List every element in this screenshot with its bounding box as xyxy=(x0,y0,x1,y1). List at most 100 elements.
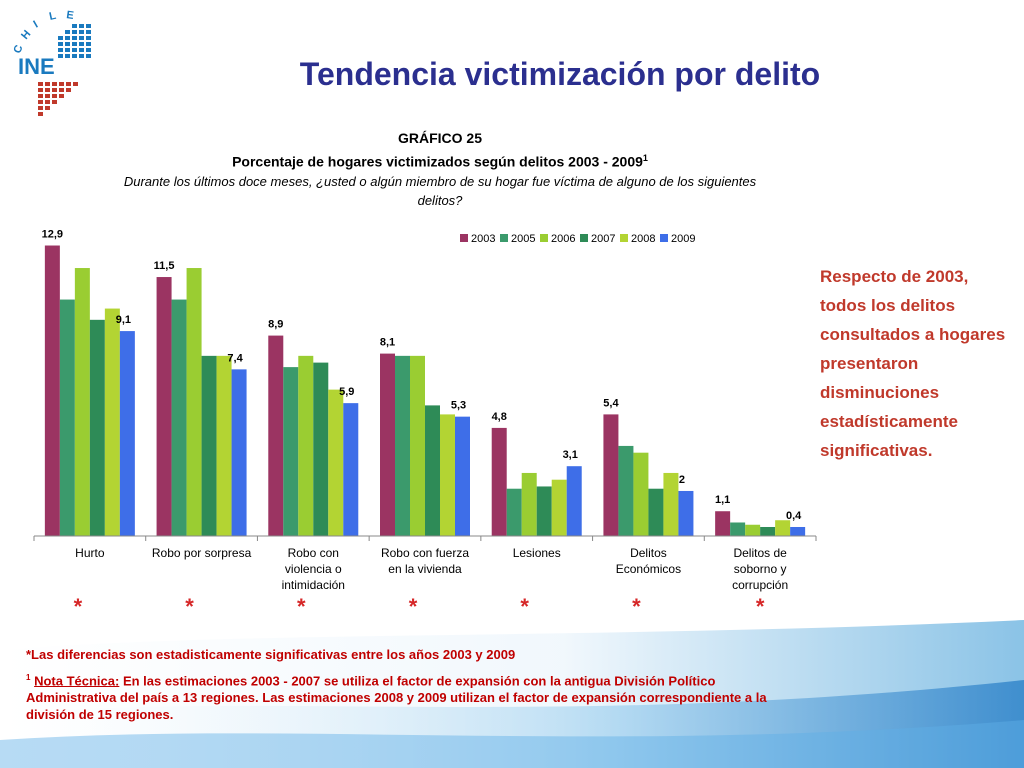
category-label: Robo con xyxy=(288,546,339,560)
logo-dot xyxy=(58,48,63,52)
logo-dot xyxy=(72,30,77,34)
logo-dot xyxy=(72,36,77,40)
bar-2009 xyxy=(566,466,582,536)
bar-2003 xyxy=(603,414,619,536)
significance-mark: * xyxy=(409,594,418,619)
logo-arc-letter: I xyxy=(32,19,41,31)
logo-dot xyxy=(86,48,91,52)
logo-dot xyxy=(59,88,64,92)
category-label: corrupción xyxy=(732,578,788,592)
logo-arc-letter: L xyxy=(48,10,57,23)
logo-dot xyxy=(58,54,63,58)
chart-number: GRÁFICO 25 xyxy=(397,130,482,146)
logo-dot xyxy=(66,88,71,92)
bar-2008 xyxy=(440,414,455,536)
logo-dot xyxy=(65,30,70,34)
technical-footnote: 1 Nota Técnica: En las estimaciones 2003… xyxy=(26,673,767,723)
logo-dot xyxy=(72,48,77,52)
bar-2008 xyxy=(551,479,567,536)
logo-dot xyxy=(72,24,77,28)
category-label: Delitos de xyxy=(733,546,787,560)
bar-2005 xyxy=(395,355,410,536)
footer-wave-decoration xyxy=(0,620,1024,768)
logo-dot xyxy=(45,88,50,92)
bar-2003 xyxy=(715,511,731,536)
logo-dot xyxy=(58,36,63,40)
data-label: 5,4 xyxy=(603,397,619,409)
significance-footnote: *Las diferencias son estadisticamente si… xyxy=(26,647,516,662)
logo-dot xyxy=(38,112,43,116)
significance-mark: * xyxy=(185,594,194,619)
data-label: 7,4 xyxy=(227,352,243,364)
legend-label: 2003 xyxy=(471,233,495,245)
logo-dot xyxy=(73,82,78,86)
logo-dot xyxy=(65,36,70,40)
legend-swatch xyxy=(620,234,628,242)
bar-2009 xyxy=(790,526,806,536)
logo-dot xyxy=(45,82,50,86)
logo-dot xyxy=(52,100,57,104)
bar-2006 xyxy=(410,355,425,536)
logo-dot xyxy=(79,24,84,28)
bar-2005 xyxy=(283,367,299,536)
bar-2009 xyxy=(343,403,359,536)
bar-2008 xyxy=(104,308,120,536)
bar-2006 xyxy=(745,524,761,536)
chart-heading: GRÁFICO 25 Porcentaje de hogares victimi… xyxy=(100,128,780,210)
bar-2005 xyxy=(618,445,634,536)
bar-2005 xyxy=(59,299,75,536)
data-label: 9,1 xyxy=(116,314,131,326)
bar-2007 xyxy=(313,362,329,536)
significance-mark: * xyxy=(756,594,765,619)
logo-dot xyxy=(59,82,64,86)
bar-2003 xyxy=(380,353,395,536)
logo-arc-letter: E xyxy=(66,10,75,22)
logo-dot xyxy=(45,94,50,98)
legend-label: 2005 xyxy=(511,233,535,245)
legend-label: 2008 xyxy=(631,233,655,245)
logo-dot xyxy=(86,36,91,40)
data-label: 1,1 xyxy=(715,494,730,506)
chart-subtitle: Porcentaje de hogares victimizados según… xyxy=(232,153,648,170)
logo-dot xyxy=(79,48,84,52)
bar-2005 xyxy=(506,488,522,536)
bar-2005 xyxy=(171,299,187,536)
logo-dot xyxy=(79,54,84,58)
bar-2003 xyxy=(44,245,60,536)
significance-mark: * xyxy=(520,594,529,619)
bar-2006 xyxy=(521,472,537,536)
bar-2007 xyxy=(201,355,217,536)
bar-2006 xyxy=(298,355,314,536)
bar-2008 xyxy=(328,389,344,536)
significance-mark: * xyxy=(297,594,306,619)
logo-dot xyxy=(65,54,70,58)
data-label: 12,9 xyxy=(42,229,63,241)
data-label: 8,9 xyxy=(268,319,283,331)
category-label: Robo con fuerza xyxy=(381,546,469,560)
logo-dot xyxy=(79,36,84,40)
category-label: intimidación xyxy=(282,578,345,592)
logo-dot xyxy=(59,94,64,98)
data-label: 0,4 xyxy=(786,510,802,522)
bar-2008 xyxy=(216,355,232,536)
bar-2009 xyxy=(455,416,470,536)
bar-2009 xyxy=(119,331,135,536)
bar-2007 xyxy=(89,319,105,536)
bar-2007 xyxy=(648,488,664,536)
logo-dot xyxy=(86,30,91,34)
logo-dot xyxy=(86,42,91,46)
logo-dot xyxy=(52,82,57,86)
logo-dot xyxy=(52,88,57,92)
bar-2008 xyxy=(775,520,791,536)
bar-2009 xyxy=(678,490,694,536)
bar-2007 xyxy=(536,486,552,536)
logo-dot xyxy=(38,88,43,92)
logo-dot xyxy=(38,82,43,86)
bar-2006 xyxy=(186,268,202,536)
logo-dot xyxy=(38,106,43,110)
category-label: Delitos xyxy=(630,546,667,560)
logo-dot xyxy=(86,54,91,58)
data-label: 2 xyxy=(679,474,685,486)
significance-mark: * xyxy=(74,594,83,619)
